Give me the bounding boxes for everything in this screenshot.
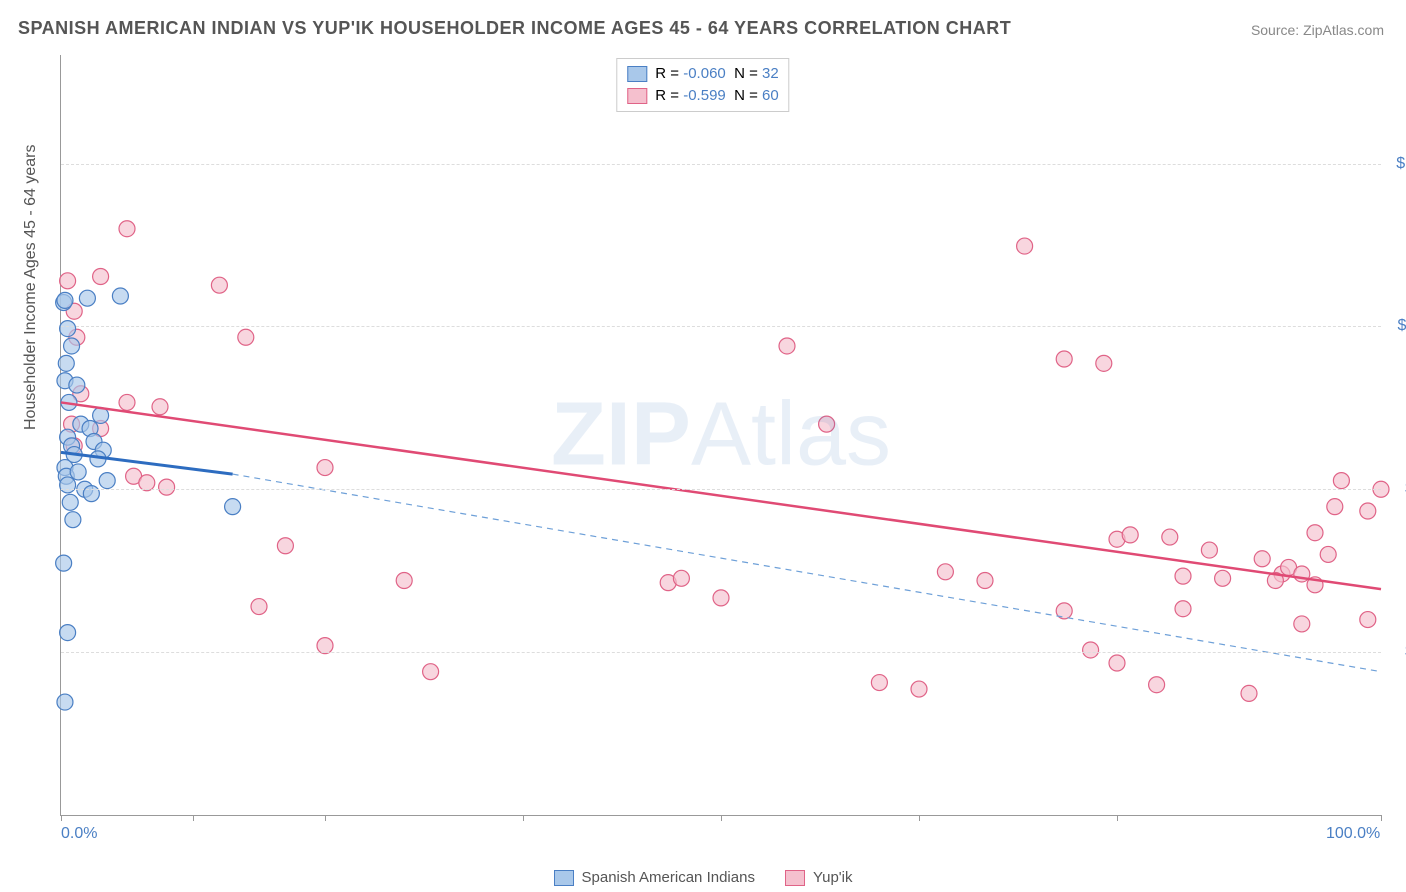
data-point: [70, 464, 86, 480]
data-point: [871, 675, 887, 691]
data-point: [56, 555, 72, 571]
data-point: [79, 290, 95, 306]
data-point: [1056, 351, 1072, 367]
plot-area: ZIPAtlas $37,500$75,000$112,500$150,0000…: [60, 55, 1381, 816]
data-point: [779, 338, 795, 354]
data-point: [238, 329, 254, 345]
x-tick: [1381, 815, 1382, 821]
data-point: [396, 572, 412, 588]
data-point: [159, 479, 175, 495]
data-point: [1360, 612, 1376, 628]
data-point: [1215, 570, 1231, 586]
trend-line: [61, 452, 233, 474]
series-legend-item: Yup'ik: [785, 869, 853, 886]
data-point: [69, 377, 85, 393]
y-tick-label: $37,500: [1388, 643, 1406, 661]
gridline-h: [61, 326, 1381, 327]
data-point: [977, 572, 993, 588]
data-point: [1175, 601, 1191, 617]
data-point: [1201, 542, 1217, 558]
data-point: [423, 664, 439, 680]
data-point: [277, 538, 293, 554]
data-point: [1083, 642, 1099, 658]
gridline-h: [61, 164, 1381, 165]
y-tick-label: $112,500: [1388, 317, 1406, 335]
data-point: [57, 292, 73, 308]
correlation-legend: R = -0.060 N = 32 R = -0.599 N = 60: [616, 58, 789, 112]
trend-line: [61, 402, 1381, 589]
data-point: [1360, 503, 1376, 519]
data-point: [119, 394, 135, 410]
data-point: [1122, 527, 1138, 543]
data-point: [119, 221, 135, 237]
data-point: [1327, 499, 1343, 515]
y-tick-label: $75,000: [1388, 480, 1406, 498]
data-point: [1241, 685, 1257, 701]
data-point: [99, 473, 115, 489]
data-point: [317, 460, 333, 476]
x-tick: [61, 815, 62, 821]
data-point: [1175, 568, 1191, 584]
legend-row: R = -0.599 N = 60: [627, 85, 778, 107]
data-point: [60, 477, 76, 493]
data-point: [1109, 655, 1125, 671]
data-point: [1096, 355, 1112, 371]
data-point: [937, 564, 953, 580]
chart-svg: [61, 55, 1381, 815]
legend-row: R = -0.060 N = 32: [627, 63, 778, 85]
data-point: [93, 268, 109, 284]
x-tick: [1117, 815, 1118, 821]
data-point: [1149, 677, 1165, 693]
data-point: [152, 399, 168, 415]
series-legend: Spanish American Indians Yup'ik: [0, 869, 1406, 886]
legend-text: R = -0.060 N = 32: [655, 63, 778, 85]
gridline-h: [61, 652, 1381, 653]
data-point: [1307, 525, 1323, 541]
data-point: [1294, 616, 1310, 632]
data-point: [1254, 551, 1270, 567]
x-tick: [721, 815, 722, 821]
data-point: [1017, 238, 1033, 254]
chart-title: SPANISH AMERICAN INDIAN VS YUP'IK HOUSEH…: [18, 18, 1011, 39]
data-point: [57, 694, 73, 710]
legend-swatch: [554, 870, 574, 886]
series-legend-item: Spanish American Indians: [554, 869, 755, 886]
data-point: [112, 288, 128, 304]
y-tick-label: $150,000: [1388, 155, 1406, 173]
legend-swatch: [785, 870, 805, 886]
x-tick-label: 0.0%: [61, 825, 97, 843]
data-point: [62, 494, 78, 510]
x-tick: [523, 815, 524, 821]
x-tick: [193, 815, 194, 821]
data-point: [1320, 546, 1336, 562]
data-point: [673, 570, 689, 586]
legend-swatch: [627, 88, 647, 104]
legend-text: R = -0.599 N = 60: [655, 85, 778, 107]
data-point: [1162, 529, 1178, 545]
data-point: [60, 625, 76, 641]
data-point: [60, 321, 76, 337]
data-point: [64, 338, 80, 354]
gridline-h: [61, 489, 1381, 490]
x-tick: [919, 815, 920, 821]
data-point: [60, 273, 76, 289]
data-point: [911, 681, 927, 697]
x-tick-label: 100.0%: [1326, 825, 1380, 843]
series-legend-label: Yup'ik: [813, 869, 853, 886]
data-point: [1333, 473, 1349, 489]
data-point: [819, 416, 835, 432]
data-point: [713, 590, 729, 606]
legend-swatch: [627, 66, 647, 82]
data-point: [225, 499, 241, 515]
x-tick: [325, 815, 326, 821]
chart-container: SPANISH AMERICAN INDIAN VS YUP'IK HOUSEH…: [0, 0, 1406, 892]
data-point: [83, 486, 99, 502]
data-point: [211, 277, 227, 293]
source-label: Source: ZipAtlas.com: [1251, 22, 1384, 38]
data-point: [251, 599, 267, 615]
y-axis-label: Householder Income Ages 45 - 64 years: [22, 145, 40, 431]
data-point: [65, 512, 81, 528]
series-legend-label: Spanish American Indians: [582, 869, 755, 886]
data-point: [58, 355, 74, 371]
